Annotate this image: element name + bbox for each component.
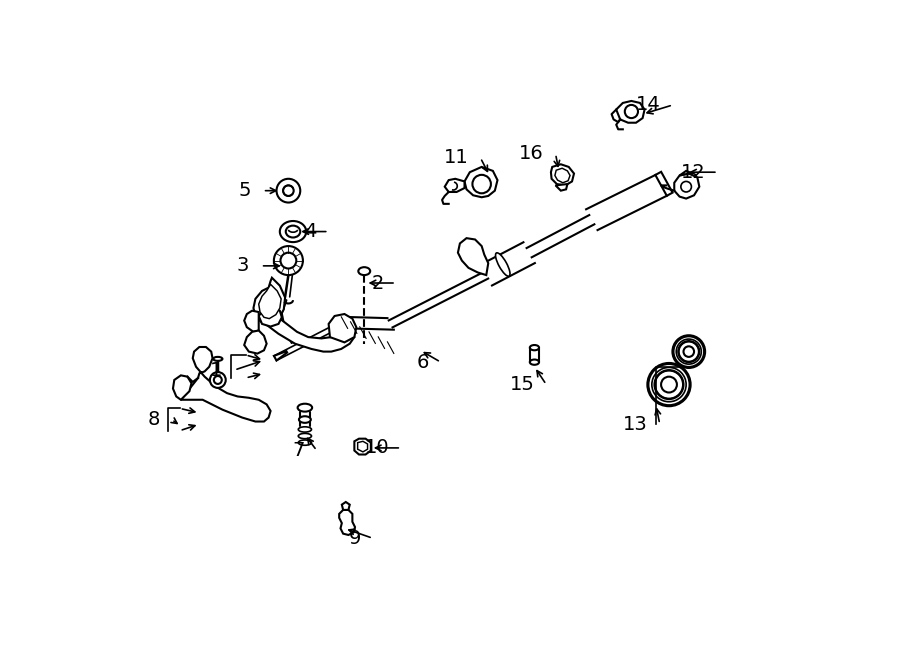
Text: 6: 6 (417, 353, 429, 371)
Polygon shape (258, 307, 282, 327)
Circle shape (662, 377, 677, 393)
Polygon shape (339, 510, 355, 535)
Ellipse shape (213, 357, 222, 361)
Circle shape (673, 336, 705, 368)
Ellipse shape (496, 253, 510, 276)
Text: 3: 3 (237, 256, 248, 276)
Ellipse shape (358, 267, 370, 275)
Text: 12: 12 (681, 163, 706, 182)
Polygon shape (254, 278, 285, 324)
Polygon shape (445, 178, 464, 192)
Ellipse shape (298, 440, 311, 446)
Circle shape (210, 372, 226, 388)
Circle shape (274, 246, 303, 275)
Ellipse shape (530, 345, 539, 350)
Polygon shape (357, 442, 367, 452)
Text: 11: 11 (444, 148, 469, 167)
Circle shape (214, 376, 221, 384)
Polygon shape (266, 319, 355, 352)
Ellipse shape (298, 404, 312, 412)
Ellipse shape (530, 360, 539, 365)
Text: 14: 14 (636, 95, 662, 114)
Circle shape (681, 181, 691, 192)
Polygon shape (244, 330, 266, 354)
Polygon shape (616, 101, 644, 123)
Polygon shape (355, 439, 371, 455)
Polygon shape (181, 347, 271, 422)
Ellipse shape (298, 427, 311, 432)
Text: 7: 7 (292, 441, 305, 460)
Circle shape (654, 370, 683, 399)
Polygon shape (328, 314, 356, 342)
Text: 4: 4 (304, 222, 317, 241)
Polygon shape (551, 165, 574, 185)
Polygon shape (555, 184, 567, 190)
Polygon shape (674, 174, 699, 198)
Circle shape (276, 178, 301, 202)
Text: 16: 16 (519, 144, 544, 163)
Circle shape (625, 105, 638, 118)
Circle shape (284, 185, 293, 196)
Circle shape (472, 175, 490, 193)
Polygon shape (173, 375, 192, 400)
Ellipse shape (299, 416, 310, 423)
Circle shape (683, 346, 694, 357)
Text: 15: 15 (509, 375, 535, 394)
Polygon shape (458, 238, 489, 275)
Polygon shape (680, 171, 693, 175)
Polygon shape (244, 311, 258, 332)
Ellipse shape (280, 221, 306, 242)
Polygon shape (258, 284, 281, 319)
Text: 2: 2 (372, 274, 384, 293)
Text: 8: 8 (148, 410, 160, 429)
Text: 13: 13 (623, 414, 648, 434)
Polygon shape (342, 502, 350, 510)
Circle shape (281, 253, 296, 268)
Ellipse shape (286, 225, 301, 237)
Polygon shape (555, 169, 570, 182)
Text: 5: 5 (238, 181, 251, 200)
Polygon shape (655, 172, 672, 196)
Text: 1: 1 (210, 361, 222, 379)
Polygon shape (274, 351, 287, 360)
Circle shape (679, 341, 699, 362)
Text: 9: 9 (348, 529, 361, 548)
Circle shape (648, 364, 690, 406)
Polygon shape (464, 167, 498, 197)
Text: 10: 10 (364, 438, 390, 457)
Ellipse shape (298, 434, 311, 439)
